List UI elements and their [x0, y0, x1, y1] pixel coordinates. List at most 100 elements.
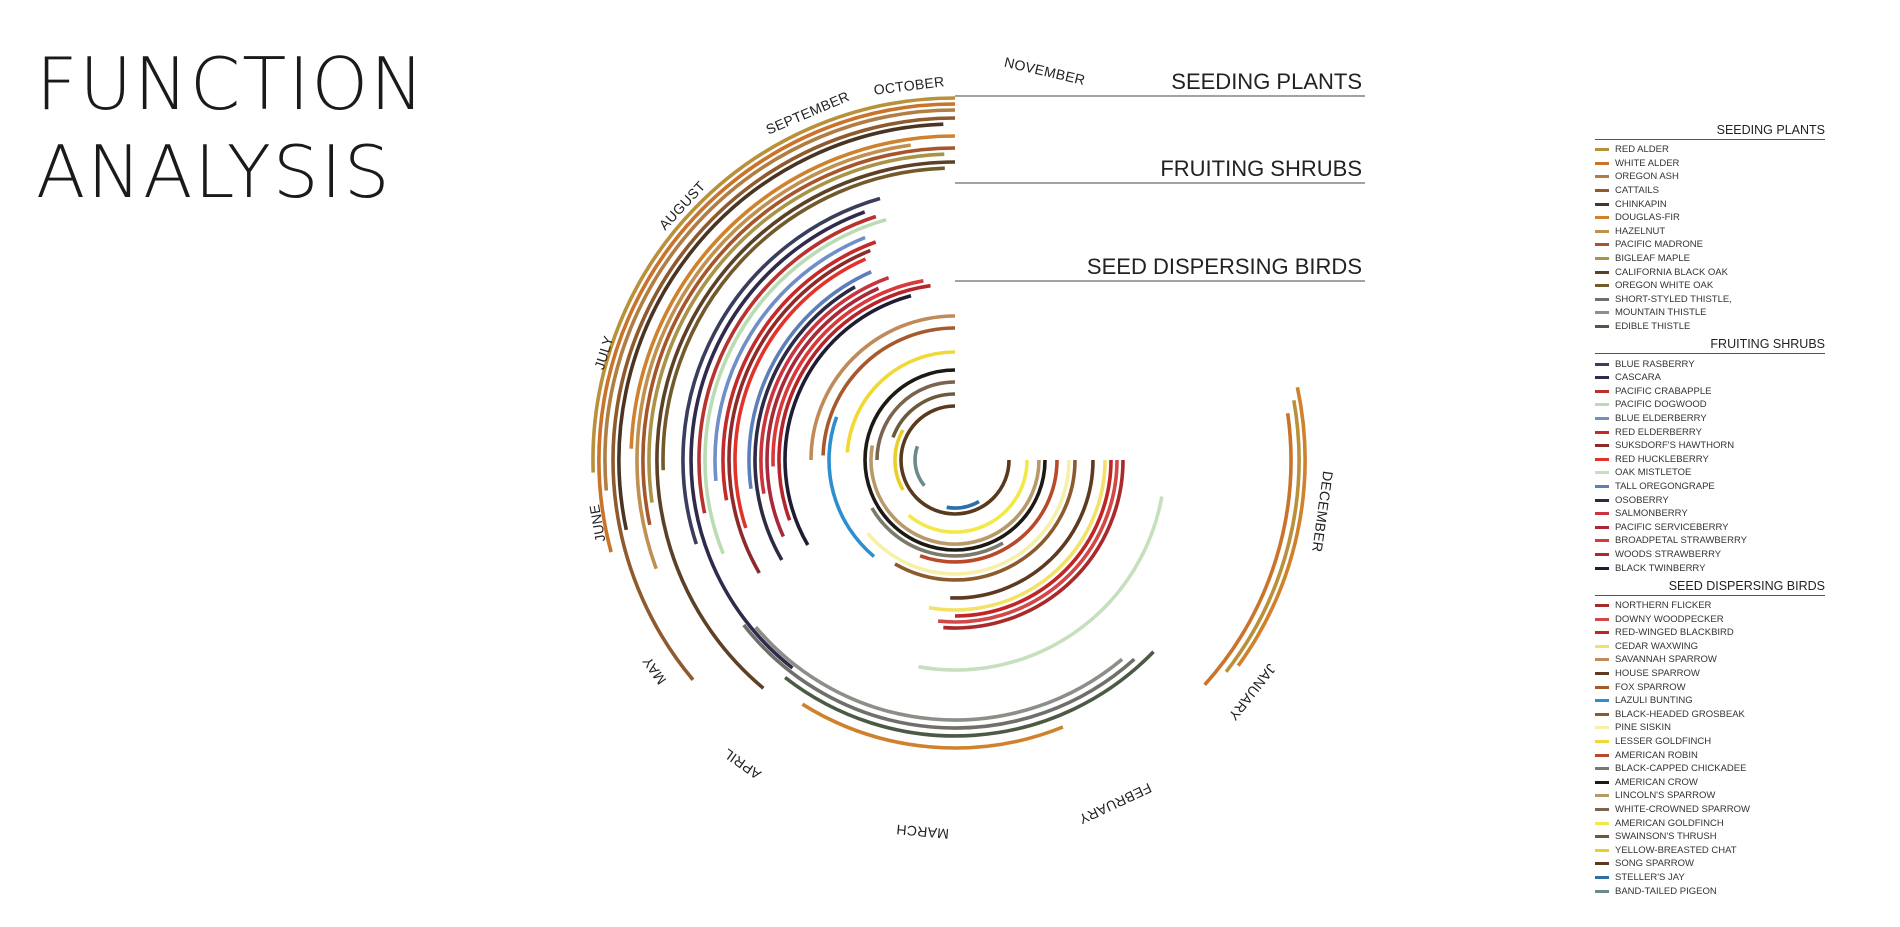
legend-swatch	[1595, 403, 1609, 407]
legend-swatch	[1595, 808, 1609, 812]
season-arc	[899, 404, 1011, 516]
legend-swatch	[1595, 284, 1609, 288]
season-arc	[721, 240, 877, 501]
legend-swatch	[1595, 148, 1609, 152]
month-label: OCTOBER	[873, 73, 945, 98]
legend-item: AMERICAN ROBIN	[1595, 748, 1825, 762]
season-arc	[946, 500, 980, 510]
season-arc	[869, 445, 1041, 546]
legend-item: CALIFORNIA BLACK OAK	[1595, 265, 1825, 279]
legend-label: PACIFIC MADRONE	[1615, 239, 1703, 251]
legend-item: STELLER'S JAY	[1595, 871, 1825, 885]
season-arc	[845, 350, 956, 453]
legend-item: NORTHERN FLICKER	[1595, 599, 1825, 613]
legend-item: BLUE ELDERBERRY	[1595, 412, 1825, 426]
season-arc	[870, 507, 1004, 558]
legend-label: SALMONBERRY	[1615, 508, 1688, 520]
legend-item: PACIFIC MADRONE	[1595, 238, 1825, 252]
season-arc	[617, 122, 944, 531]
season-arc	[681, 196, 881, 545]
legend-swatch	[1595, 457, 1609, 461]
season-arc	[1203, 412, 1293, 687]
legend-label: CEDAR WAXWING	[1615, 640, 1699, 652]
legend-label: HAZELNUT	[1615, 225, 1666, 237]
legend-swatch	[1595, 229, 1609, 233]
legend-label: RED-WINGED BLACKBIRD	[1615, 627, 1734, 639]
season-arc	[703, 217, 887, 555]
legend-swatch	[1595, 848, 1609, 852]
legend-item: AMERICAN GOLDFINCH	[1595, 816, 1825, 830]
legend-label: OSOBERRY	[1615, 494, 1669, 506]
legend-swatch	[1595, 862, 1609, 866]
legend-label: RED ELDERBERRY	[1615, 426, 1702, 438]
season-arc	[777, 283, 931, 521]
legend-item: OREGON ASH	[1595, 170, 1825, 184]
legend-swatch	[1595, 189, 1609, 193]
title-line-2: ANALYSIS	[36, 130, 392, 214]
legend-label: PACIFIC SERVICEBERRY	[1615, 521, 1729, 533]
legend-label: MOUNTAIN THISTLE	[1615, 307, 1707, 319]
legend-swatch	[1595, 498, 1609, 502]
season-arc	[919, 459, 1059, 564]
season-arc	[1236, 386, 1307, 667]
legend-label: SWAINSON'S THRUSH	[1615, 831, 1717, 843]
legend-swatch	[1595, 525, 1609, 529]
legend-item: WHITE-CROWNED SPARROW	[1595, 803, 1825, 817]
legend-item: CASCARA	[1595, 371, 1825, 385]
legend-item: DOWNY WOODPECKER	[1595, 612, 1825, 626]
season-arc	[928, 459, 1107, 612]
legend-swatch	[1595, 325, 1609, 329]
season-arc	[733, 257, 867, 529]
legend-label: BLACK-CAPPED CHICKADEE	[1615, 763, 1747, 775]
heading-seeding-plants: SEEDING PLANTS	[1171, 69, 1362, 94]
legend-swatch	[1595, 430, 1609, 434]
legend-item: OSOBERRY	[1595, 493, 1825, 507]
legend: SEEDING PLANTS RED ALDER WHITE ALDER OREGON…	[1595, 123, 1825, 902]
legend-item: HAZELNUT	[1595, 225, 1825, 239]
legend-swatch	[1595, 216, 1609, 220]
legend-swatch	[1595, 444, 1609, 448]
month-label: MAY	[639, 653, 670, 687]
season-arc	[809, 314, 956, 461]
legend-item: BLACK-CAPPED CHICKADEE	[1595, 762, 1825, 776]
legend-group-title: SEED DISPERSING BIRDS	[1595, 579, 1825, 596]
legend-label: BROADPETAL STRAWBERRY	[1615, 535, 1747, 547]
legend-swatch	[1595, 726, 1609, 730]
legend-label: CATTAILS	[1615, 185, 1659, 197]
season-arc	[783, 294, 912, 546]
legend-swatch	[1595, 257, 1609, 261]
season-arc	[754, 625, 1124, 722]
legend-swatch	[1595, 794, 1609, 798]
legend-item: WOODS STRAWBERRY	[1595, 548, 1825, 562]
legend-label: LINCOLN'S SPARROW	[1615, 790, 1716, 802]
legend-group: SEED DISPERSING BIRDS NORTHERN FLICKER DOW…	[1595, 579, 1825, 898]
season-arc	[611, 116, 956, 681]
season-arc	[783, 650, 1155, 738]
legend-swatch	[1595, 699, 1609, 703]
legend-swatch	[1595, 875, 1609, 879]
legend-swatch	[1595, 512, 1609, 516]
season-arc	[753, 285, 856, 561]
season-arc	[875, 380, 956, 461]
legend-item: SAVANNAH SPARROW	[1595, 653, 1825, 667]
season-arc	[937, 459, 1119, 624]
page-title: FUNCTION ANALYSIS	[36, 40, 426, 216]
season-arc	[913, 445, 926, 487]
legend-item: LAZULI BUNTING	[1595, 694, 1825, 708]
legend-item: SALMONBERRY	[1595, 507, 1825, 521]
legend-swatch	[1595, 604, 1609, 608]
legend-item: MOUNTAIN THISTLE	[1595, 306, 1825, 320]
legend-item: CEDAR WAXWING	[1595, 640, 1825, 654]
legend-swatch	[1595, 835, 1609, 839]
season-arc	[591, 96, 956, 473]
legend-swatch	[1595, 685, 1609, 689]
season-arc	[771, 279, 924, 467]
legend-swatch	[1595, 311, 1609, 315]
season-arc	[801, 702, 1064, 750]
legend-swatch	[1595, 484, 1609, 488]
season-arc	[635, 143, 911, 570]
legend-item: FOX SPARROW	[1595, 680, 1825, 694]
legend-label: SUKSDORF'S HAWTHORN	[1615, 440, 1735, 452]
month-label: DECEMBER	[1309, 470, 1336, 553]
legend-swatch	[1595, 644, 1609, 648]
